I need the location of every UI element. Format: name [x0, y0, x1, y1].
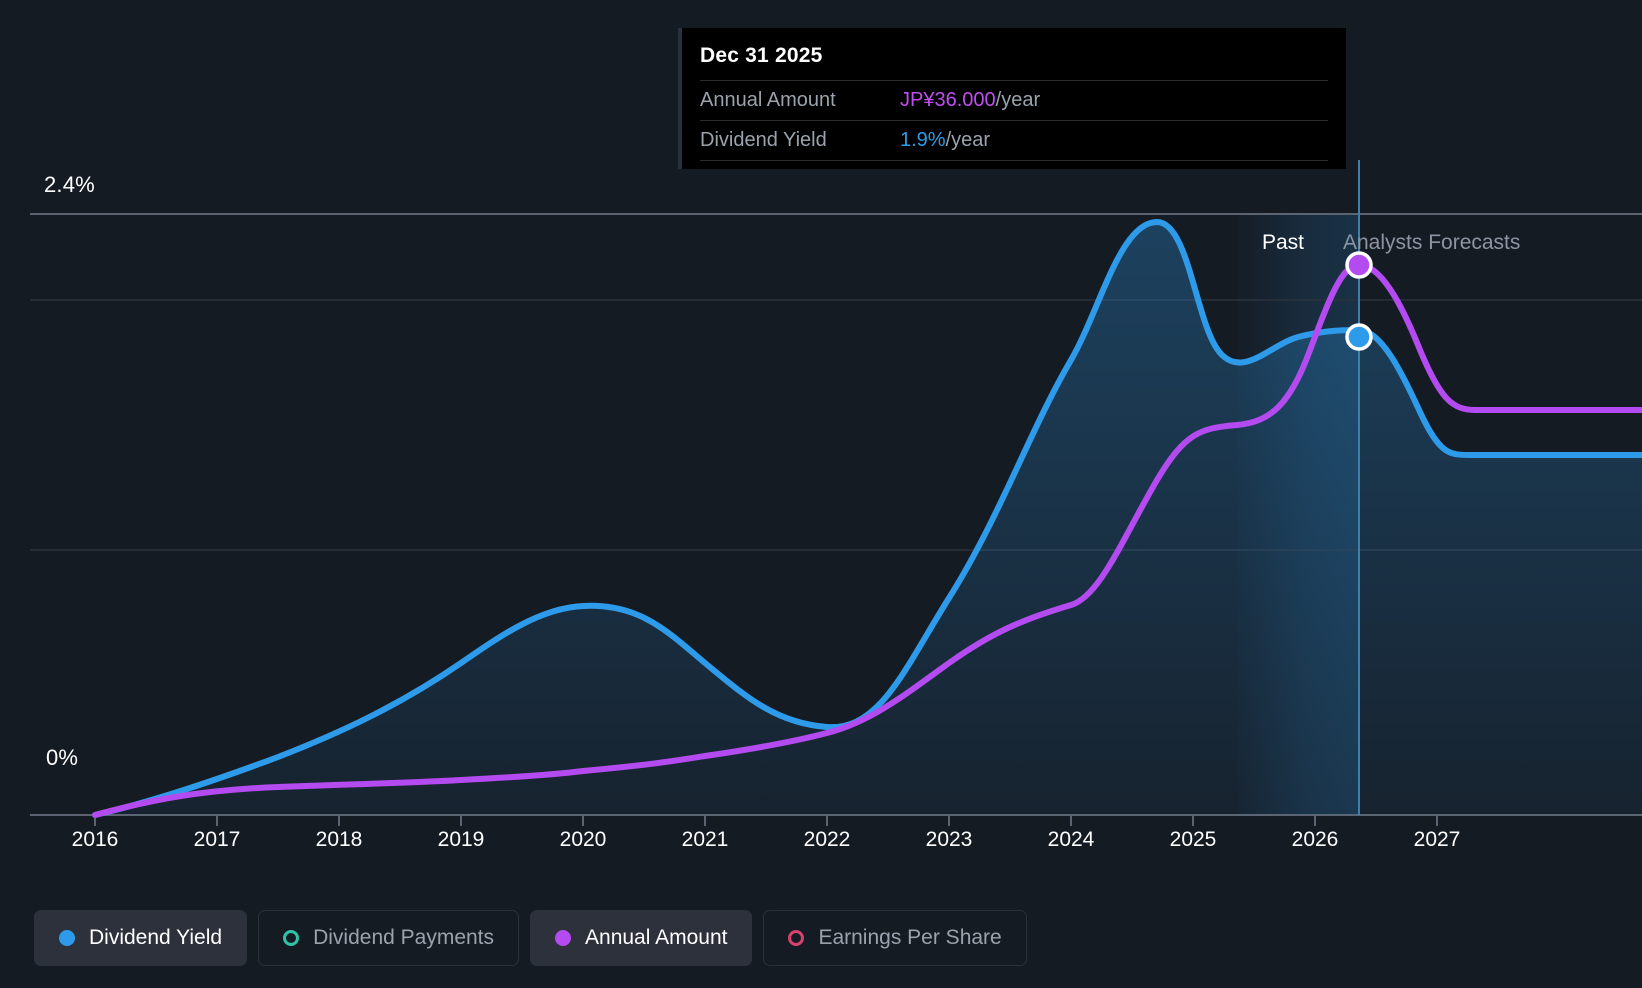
- chart-tooltip: Dec 31 2025 Annual Amount JP¥36.000/year…: [678, 28, 1346, 169]
- x-tick-2020: 2020: [559, 828, 607, 851]
- y-axis-label-max: 2.4%: [44, 172, 95, 197]
- plot-area: 2.4% 0% Past Analysts Forecasts: [30, 160, 1642, 826]
- tooltip-title: Dec 31 2025: [700, 44, 823, 67]
- chart-legend: Dividend Yield Dividend Payments Annual …: [34, 910, 1027, 966]
- legend-swatch-annual-amount-icon: [555, 930, 572, 946]
- forecast-band-label: Analysts Forecasts: [1343, 231, 1521, 254]
- annual-amount-line: [92, 262, 1642, 818]
- x-tick-2025: 2025: [1169, 828, 1217, 851]
- y-axis-label-min: 0%: [46, 745, 79, 770]
- legend-label-earnings-per-share: Earnings Per Share: [818, 926, 1002, 949]
- legend-swatch-earnings-per-share-icon: [788, 930, 805, 946]
- x-tick-2019: 2019: [437, 828, 485, 851]
- x-tick-2027: 2027: [1413, 828, 1461, 851]
- legend-swatch-dividend-payments-icon: [283, 930, 300, 946]
- x-tick-2023: 2023: [925, 828, 973, 851]
- legend-item-earnings-per-share[interactable]: Earnings Per Share: [763, 910, 1027, 966]
- annual-amount-marker[interactable]: [1345, 251, 1373, 279]
- tooltip-value-annual-amount-suffix: /year: [995, 89, 1041, 111]
- legend-label-dividend-yield: Dividend Yield: [89, 926, 223, 949]
- chart-svg: [30, 160, 1642, 826]
- x-tick-2017: 2017: [193, 828, 241, 851]
- legend-item-dividend-payments[interactable]: Dividend Payments: [258, 910, 520, 966]
- tooltip-value-annual-amount-number: JP¥36.000: [900, 89, 996, 111]
- past-band-label: Past: [1262, 231, 1305, 254]
- x-tick-marks: [94, 815, 1438, 826]
- tooltip-value-dividend-yield-suffix: /year: [945, 129, 991, 151]
- x-tick-2024: 2024: [1047, 828, 1095, 851]
- x-tick-2018: 2018: [315, 828, 363, 851]
- x-tick-2021: 2021: [681, 828, 729, 851]
- x-tick-2016: 2016: [71, 828, 119, 851]
- tooltip-key-dividend-yield: Dividend Yield: [700, 129, 827, 151]
- tooltip-key-annual-amount: Annual Amount: [700, 89, 836, 111]
- dividend-yield-marker[interactable]: [1345, 323, 1373, 351]
- tooltip-value-dividend-yield-number: 1.9%: [900, 129, 946, 151]
- tooltip-value-annual-amount: JP¥36.000/year: [900, 89, 1040, 112]
- tooltip-row-annual-amount: Annual Amount JP¥36.000/year: [700, 80, 1328, 120]
- legend-item-annual-amount[interactable]: Annual Amount: [530, 910, 753, 966]
- legend-label-dividend-payments: Dividend Payments: [313, 926, 495, 949]
- tooltip-row-dividend-yield: Dividend Yield 1.9%/year: [700, 120, 1328, 161]
- dividend-yield-area: [95, 222, 1642, 815]
- legend-swatch-dividend-yield-icon: [59, 930, 75, 946]
- x-tick-2022: 2022: [803, 828, 851, 851]
- tooltip-value-dividend-yield: 1.9%/year: [900, 129, 990, 152]
- x-tick-2026: 2026: [1291, 828, 1339, 851]
- legend-item-dividend-yield[interactable]: Dividend Yield: [34, 910, 248, 966]
- legend-label-annual-amount: Annual Amount: [585, 926, 728, 949]
